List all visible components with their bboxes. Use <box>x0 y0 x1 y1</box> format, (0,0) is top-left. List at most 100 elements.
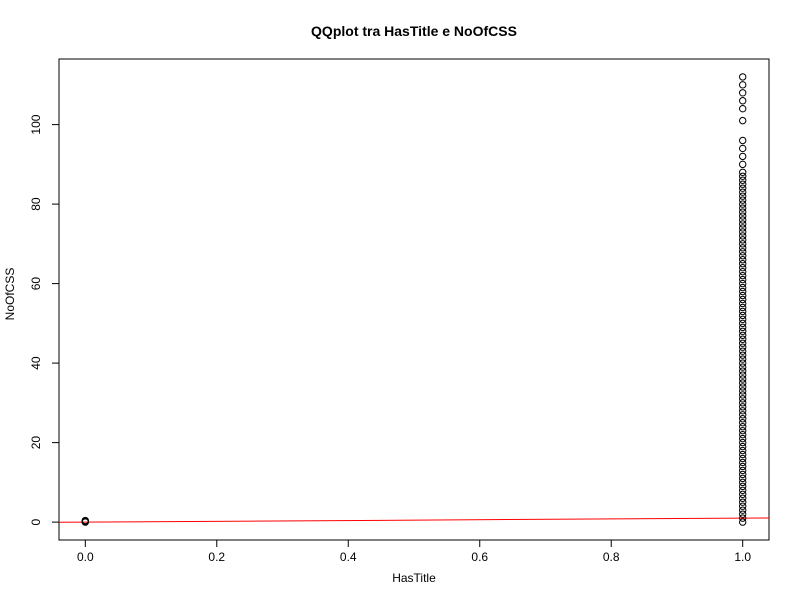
points-group <box>81 73 747 526</box>
data-point <box>739 371 747 379</box>
data-point <box>739 426 747 435</box>
data-point <box>739 367 747 375</box>
data-point <box>739 267 747 276</box>
reference-line <box>58 517 770 523</box>
data-point <box>739 462 747 471</box>
data-point <box>739 518 747 526</box>
data-point <box>739 415 747 423</box>
reference-line-group <box>58 517 770 523</box>
data-point <box>739 466 747 475</box>
data-point <box>739 335 747 343</box>
data-point <box>739 407 747 415</box>
data-point <box>739 363 747 371</box>
data-point <box>739 208 747 216</box>
chart-title: QQplot tra HasTitle e NoOfCSS <box>311 23 517 39</box>
data-point <box>739 379 747 387</box>
data-point <box>739 482 747 491</box>
y-tick-label: 60 <box>29 277 43 291</box>
data-point <box>739 212 747 220</box>
plot-frame <box>58 58 770 541</box>
data-point <box>739 510 747 518</box>
data-point <box>739 260 747 268</box>
data-point <box>739 252 747 260</box>
data-point <box>739 196 747 204</box>
data-point <box>739 470 747 479</box>
data-point <box>739 263 747 272</box>
x-axis-label: HasTitle <box>392 571 436 585</box>
data-point <box>739 200 747 208</box>
data-point <box>739 295 747 304</box>
data-point <box>739 498 747 506</box>
data-point <box>739 104 747 113</box>
data-point <box>739 411 747 419</box>
data-point <box>739 450 747 459</box>
y-tick-label: 80 <box>29 197 43 211</box>
data-point <box>739 180 747 188</box>
data-point <box>739 192 747 200</box>
data-point <box>739 116 747 125</box>
data-point <box>739 271 747 280</box>
data-point <box>739 419 747 427</box>
data-point <box>739 228 747 236</box>
data-point <box>739 323 747 332</box>
data-point <box>739 168 747 176</box>
data-point <box>739 216 747 224</box>
data-point <box>739 184 747 192</box>
x-tick-label: 1.0 <box>734 550 751 564</box>
x-tick-label: 0.0 <box>77 550 94 564</box>
data-point <box>739 89 747 97</box>
data-point <box>739 339 747 347</box>
data-point <box>739 176 747 184</box>
data-point <box>739 347 747 355</box>
x-tick-label: 0.8 <box>603 550 620 564</box>
data-point <box>739 403 747 411</box>
data-point <box>739 399 747 407</box>
data-point <box>739 279 747 288</box>
data-point <box>739 287 747 296</box>
data-point <box>739 430 747 439</box>
y-tick-label: 40 <box>29 356 43 370</box>
data-point <box>739 506 747 514</box>
data-point <box>739 395 747 403</box>
data-point <box>739 486 747 495</box>
data-point <box>739 224 747 232</box>
data-point <box>739 478 747 487</box>
data-point <box>739 240 747 248</box>
y-axis-label: NoOfCSS <box>3 268 17 321</box>
data-point <box>739 275 747 284</box>
data-point <box>739 256 747 264</box>
data-point <box>739 81 747 89</box>
y-tick-label: 0 <box>29 518 43 525</box>
data-point <box>739 434 747 443</box>
data-point <box>739 387 747 395</box>
data-point <box>739 244 747 252</box>
x-tick-label: 0.2 <box>208 550 225 564</box>
data-point <box>739 299 747 308</box>
x-axis: 0.0 0.2 0.4 0.6 0.8 1.0 <box>77 540 751 564</box>
data-point <box>739 232 747 240</box>
data-point <box>739 152 747 161</box>
data-point <box>739 172 747 180</box>
y-tick-label: 100 <box>29 114 43 134</box>
data-point <box>739 144 747 153</box>
x-tick-label: 0.6 <box>471 550 488 564</box>
data-point <box>739 311 747 320</box>
data-point <box>739 248 747 256</box>
data-point <box>739 502 747 510</box>
data-point <box>739 343 747 351</box>
data-point <box>739 315 747 324</box>
data-point <box>739 359 747 367</box>
data-point <box>739 446 747 455</box>
data-point <box>739 391 747 399</box>
data-point <box>81 516 89 525</box>
data-point <box>739 494 747 502</box>
data-point <box>739 319 747 328</box>
data-point <box>739 454 747 463</box>
data-point <box>739 97 747 105</box>
data-point <box>739 204 747 212</box>
data-point <box>739 188 747 196</box>
y-tick-label: 20 <box>29 436 43 450</box>
data-point <box>739 220 747 228</box>
data-point <box>739 351 747 359</box>
